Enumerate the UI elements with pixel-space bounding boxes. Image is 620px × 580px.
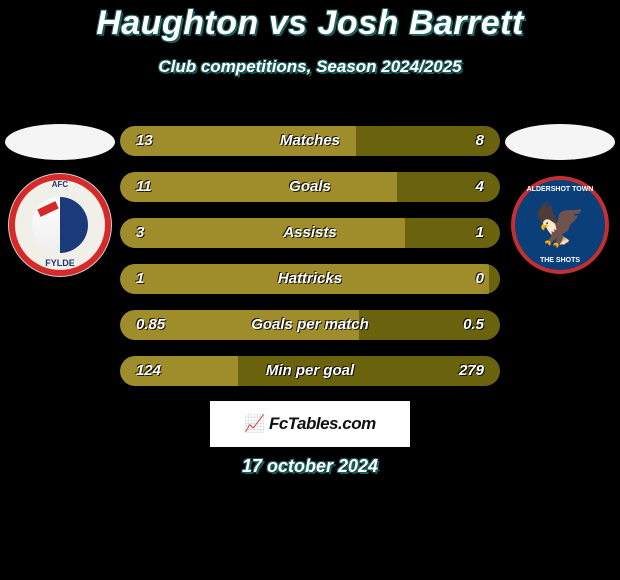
player-left-photo-placeholder xyxy=(5,124,115,160)
stat-label: Matches xyxy=(120,126,500,156)
stats-container: 138Matches 114Goals 31Assists 10Hattricks 0.… xyxy=(120,126,500,402)
footer-brand-box[interactable]: 📈FcTables.com xyxy=(210,401,410,447)
badge-left-text-bottom: FYLDE xyxy=(15,258,105,268)
stat-label: Min per goal xyxy=(120,356,500,386)
badge-left-inner xyxy=(32,197,88,253)
stat-label: Goals xyxy=(120,172,500,202)
player-left-column: AFC FYLDE xyxy=(0,124,120,270)
player-right-photo-placeholder xyxy=(505,124,615,160)
badge-right-text-top: ALDERSHOT TOWN xyxy=(515,186,605,193)
footer-brand-label: 📈FcTables.com xyxy=(244,414,375,434)
chart-icon: 📈 xyxy=(244,414,265,434)
comparison-card: Haughton vs Josh Barrett Club competitio… xyxy=(0,4,620,580)
stat-label: Hattricks xyxy=(120,264,500,294)
phoenix-icon: 🦅 xyxy=(534,204,586,246)
page-title: Haughton vs Josh Barrett xyxy=(0,4,620,43)
stat-label: Goals per match xyxy=(120,310,500,340)
footer-brand-text: FcTables.com xyxy=(269,414,376,433)
stat-row: 124279Min per goal xyxy=(120,356,500,386)
stat-row: 138Matches xyxy=(120,126,500,156)
stat-row: 31Assists xyxy=(120,218,500,248)
date-label: 17 october 2024 xyxy=(0,456,620,477)
stat-row: 114Goals xyxy=(120,172,500,202)
club-badge-right: ALDERSHOT TOWN 🦅 THE SHOTS xyxy=(515,180,605,270)
player-right-column: ALDERSHOT TOWN 🦅 THE SHOTS xyxy=(500,124,620,270)
stat-row: 0.850.5Goals per match xyxy=(120,310,500,340)
stat-row: 10Hattricks xyxy=(120,264,500,294)
badge-right-text-bottom: THE SHOTS xyxy=(515,257,605,264)
stat-label: Assists xyxy=(120,218,500,248)
club-badge-left: AFC FYLDE xyxy=(15,180,105,270)
badge-left-text-top: AFC xyxy=(15,180,105,189)
page-subtitle: Club competitions, Season 2024/2025 xyxy=(0,57,620,77)
